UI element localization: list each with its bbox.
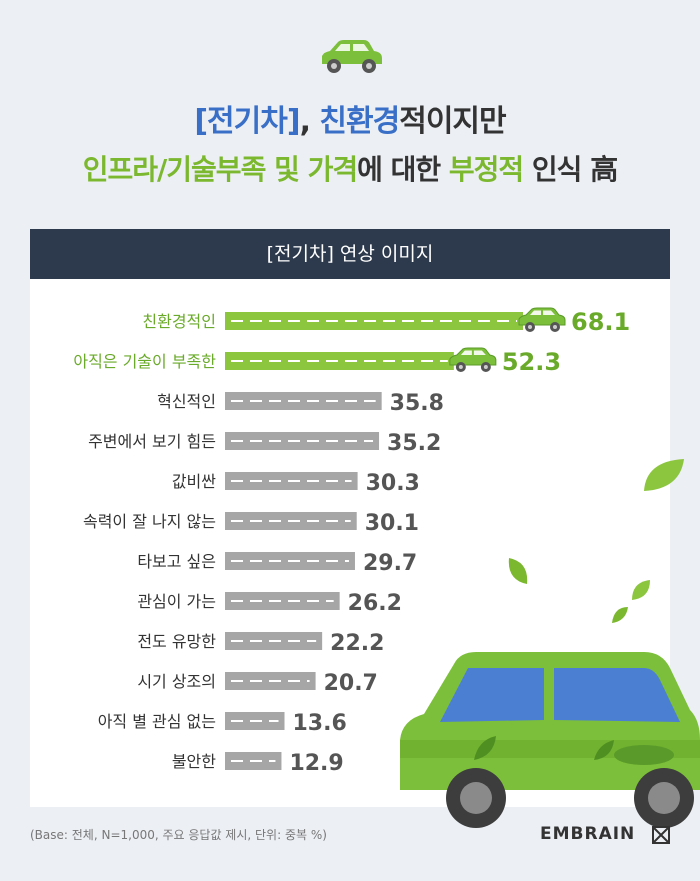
bar [225, 392, 382, 410]
value-label: 35.8 [390, 391, 444, 416]
value-label: 29.7 [363, 551, 417, 576]
title-line-1: [전기차], 친환경적이지만 [0, 96, 700, 140]
value-label: 52.3 [502, 348, 561, 376]
car-icon [518, 307, 566, 332]
category-label: 시기 상조의 [137, 672, 216, 691]
category-label: 속력이 잘 나지 않는 [83, 512, 216, 531]
bar [225, 432, 380, 450]
embrain-logo: EMBRAIN [540, 824, 636, 844]
value-label: 26.2 [348, 591, 402, 616]
chart-header: [전기차] 연상 이미지 [30, 229, 670, 279]
category-label: 값비싼 [172, 472, 216, 491]
value-label: 13.6 [293, 711, 347, 736]
value-label: 30.1 [365, 511, 419, 536]
title2-highlight-negative: 부정적 [448, 153, 524, 186]
title2-suffix: 인식 高 [523, 153, 618, 186]
leaf-icon [632, 580, 650, 600]
title-suffix: 적이지만 [399, 104, 506, 139]
leaf-icon [612, 607, 628, 623]
value-label: 22.2 [330, 631, 384, 656]
title-highlight-ev: [전기차] [194, 104, 300, 139]
value-label: 35.2 [387, 431, 441, 456]
category-label: 관심이 가는 [137, 592, 216, 611]
title-comma: , [299, 104, 320, 139]
bar [225, 352, 454, 370]
leaf-icon [508, 558, 528, 584]
value-label: 30.3 [366, 471, 420, 496]
category-label: 혁신적인 [157, 392, 216, 411]
title-line-2: 인프라/기술부족 및 가격에 대한 부정적 인식 高 [0, 148, 700, 188]
title2-text: 에 대한 [357, 153, 449, 186]
value-label: 68.1 [571, 308, 630, 336]
category-label: 아직은 기술이 부족한 [73, 352, 216, 371]
bar [225, 592, 340, 610]
title-highlight-eco: 친환경 [319, 104, 400, 139]
car-icon [322, 40, 382, 73]
car-icon [449, 347, 497, 372]
footnote: (Base: 전체, N=1,000, 주요 응답값 제시, 단위: 중복 %) [30, 828, 327, 842]
category-label: 아직 별 관심 없는 [98, 712, 216, 731]
category-label: 타보고 싶은 [137, 552, 216, 571]
category-label: 전도 유망한 [137, 632, 216, 651]
value-label: 20.7 [324, 671, 378, 696]
leaf-icon [644, 459, 684, 491]
category-label: 불안한 [172, 752, 216, 771]
category-label: 주변에서 보기 힘든 [88, 432, 216, 451]
title2-highlight-infra: 인프라/기술부족 및 가격 [82, 153, 358, 186]
category-label: 친환경적인 [142, 312, 216, 331]
car-icon [400, 652, 700, 828]
value-label: 12.9 [289, 751, 343, 776]
embrain-logo-icon [652, 826, 670, 844]
